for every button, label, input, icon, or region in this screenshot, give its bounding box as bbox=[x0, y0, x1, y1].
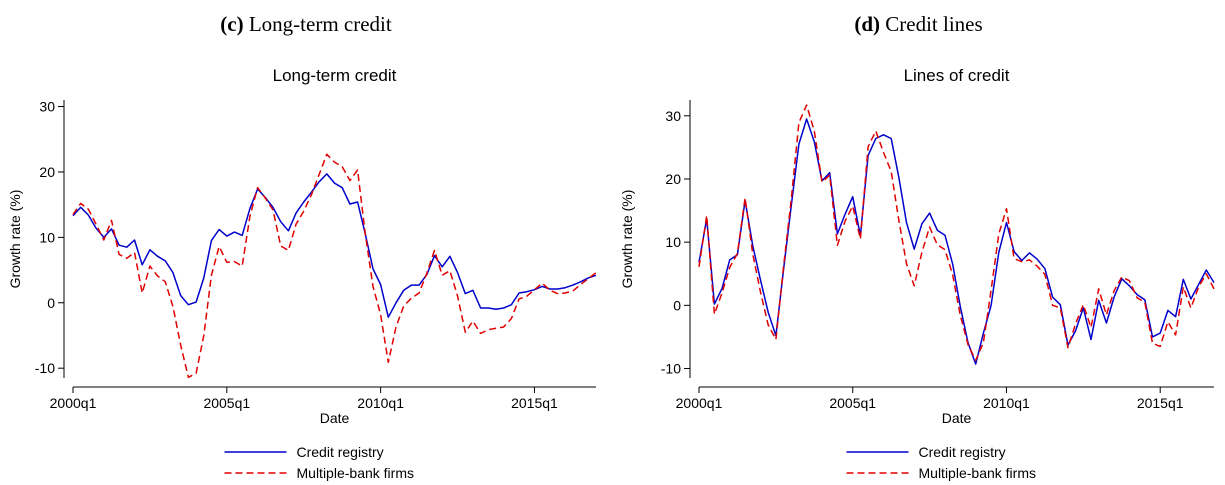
y-tick-label: 10 bbox=[39, 229, 55, 245]
y-tick-label: 0 bbox=[673, 297, 681, 313]
x-axis-label: Date bbox=[320, 410, 350, 426]
x-tick-label: 2015q1 bbox=[1137, 395, 1184, 411]
x-tick-label: 2000q1 bbox=[676, 395, 723, 411]
chart-title: Lines of credit bbox=[904, 66, 1010, 85]
legend-label: Multiple-bank firms bbox=[919, 465, 1036, 481]
chart-title: Long-term credit bbox=[273, 66, 397, 85]
x-tick-label: 2005q1 bbox=[829, 395, 876, 411]
series-line-multiple-bank-firms bbox=[72, 153, 597, 379]
lines-of-credit-chart: Lines of credit -10 0 10 20 30 Growth rate (%)… bbox=[619, 66, 1215, 481]
y-axis-label: Growth rate (%) bbox=[619, 190, 635, 289]
panel-caption: (c) Long-term credit bbox=[0, 12, 612, 37]
panel-caption-text: Credit lines bbox=[885, 12, 983, 36]
y-tick-label: 0 bbox=[47, 295, 55, 311]
legend-label: Credit registry bbox=[919, 444, 1006, 460]
series-line-credit-registry bbox=[698, 118, 1215, 365]
x-tick-label: 2005q1 bbox=[203, 395, 250, 411]
y-tick-label: -10 bbox=[35, 360, 55, 376]
y-axis-label: Growth rate (%) bbox=[7, 190, 23, 289]
x-tick-label: 2010q1 bbox=[357, 395, 404, 411]
legend-label: Multiple-bank firms bbox=[297, 465, 414, 481]
y-tick-label: 10 bbox=[665, 234, 681, 250]
x-tick-label: 2015q1 bbox=[511, 395, 558, 411]
panel-d: (d) Credit lines Lines of credit -10 0 10 20… bbox=[612, 0, 1225, 485]
series-line-credit-registry bbox=[72, 173, 597, 318]
long-term-credit-chart: Long-term credit -10 0 10 20 30 Growth rate (%… bbox=[7, 66, 597, 481]
x-axis-label: Date bbox=[942, 410, 972, 426]
y-tick-label: 30 bbox=[665, 108, 681, 124]
series-line-multiple-bank-firms bbox=[698, 104, 1215, 362]
panel-caption-text: Long-term credit bbox=[248, 12, 392, 36]
y-tick-label: 20 bbox=[39, 164, 55, 180]
panel-label: (c) bbox=[220, 12, 249, 36]
y-tick-label: 20 bbox=[665, 171, 681, 187]
y-tick-label: 30 bbox=[39, 99, 55, 115]
x-tick-label: 2000q1 bbox=[50, 395, 97, 411]
panel-label: (d) bbox=[854, 12, 886, 36]
y-tick-label: -10 bbox=[661, 361, 681, 377]
panel-c: (c) Long-term credit Long-term credit -10… bbox=[0, 0, 612, 485]
x-tick-label: 2010q1 bbox=[983, 395, 1030, 411]
panel-caption: (d) Credit lines bbox=[612, 12, 1225, 37]
legend-label: Credit registry bbox=[297, 444, 384, 460]
